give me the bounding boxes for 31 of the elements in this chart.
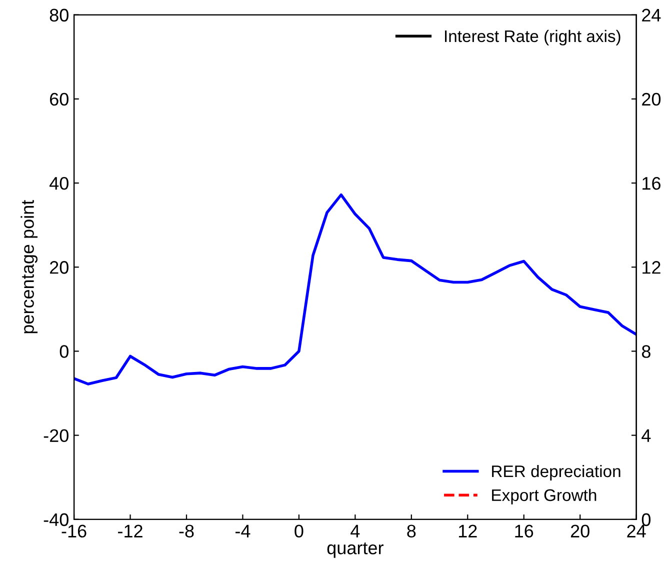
x-tick-label: 8 — [407, 524, 416, 538]
x-tick-label: -8 — [179, 524, 194, 538]
y2-tick-label: 20 — [642, 92, 661, 106]
y-tick-label: 40 — [50, 176, 68, 190]
y-tick-label: 20 — [50, 261, 68, 274]
y-axis-title: percentage point — [20, 200, 38, 334]
y2-tick-label: 0 — [642, 513, 651, 526]
x-tick-label: -12 — [118, 524, 142, 538]
y2-tick-label: 24 — [642, 8, 661, 22]
legend-label: RER depreciation — [492, 464, 620, 481]
x-tick-label: 16 — [515, 524, 534, 538]
x-tick-label: 24 — [627, 524, 646, 538]
y2-tick-label: 12 — [642, 261, 660, 274]
y-tick-label: 0 — [60, 345, 68, 358]
x-axis-title: quarter — [327, 542, 384, 558]
legend-label: Export Growth — [492, 488, 596, 504]
x-tick-label: 0 — [294, 524, 304, 538]
y-tick-label: -40 — [44, 513, 68, 526]
legend-label: Interest Rate (right axis) — [445, 30, 620, 46]
x-tick-label: -4 — [235, 524, 250, 538]
x-tick-label: -16 — [62, 524, 86, 538]
y2-tick-label: 8 — [642, 345, 650, 358]
y-tick-label: -20 — [44, 429, 68, 442]
y-tick-label: 80 — [50, 8, 68, 22]
x-tick-label: 12 — [458, 524, 477, 538]
y-tick-label: 60 — [50, 92, 68, 106]
line-series — [74, 193, 636, 386]
y2-tick-label: 4 — [642, 429, 651, 442]
x-tick-label: 20 — [570, 524, 590, 538]
x-tick-label: 4 — [350, 524, 360, 538]
y2-tick-label: 16 — [642, 176, 660, 190]
